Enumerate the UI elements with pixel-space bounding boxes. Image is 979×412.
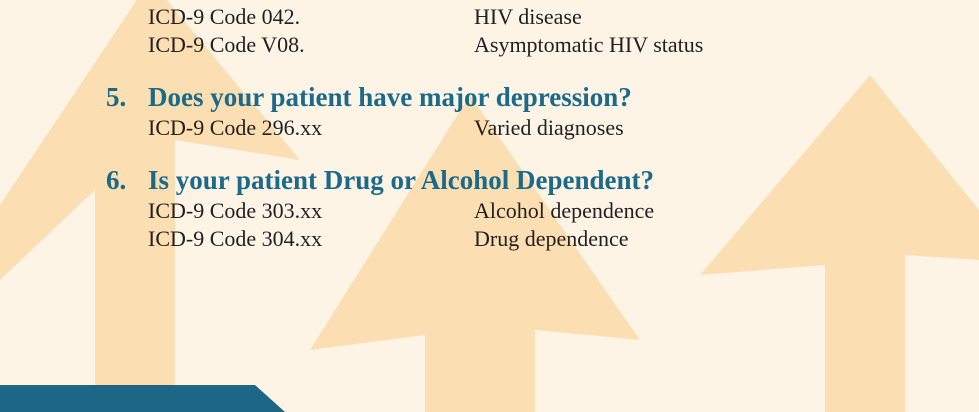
question: Is your patient Drug or Alcohol Dependen…	[148, 165, 654, 196]
tree-shape	[700, 75, 979, 412]
footer-bar	[0, 385, 285, 412]
icd-code: ICD-9 Code V08.	[148, 32, 305, 58]
item-number: 6.	[106, 165, 126, 196]
icd-code: ICD-9 Code 303.xx	[148, 198, 322, 224]
icd-code: ICD-9 Code 296.xx	[148, 115, 322, 141]
tree-shape	[310, 95, 640, 412]
icd-code: ICD-9 Code 042.	[148, 4, 300, 30]
item-number: 5.	[106, 82, 126, 113]
code-description: Alcohol dependence	[474, 198, 654, 224]
code-description: HIV disease	[474, 4, 582, 30]
question: Does your patient have major depression?	[148, 82, 632, 113]
page: ICD-9 Code 042. HIV disease ICD-9 Code V08…	[0, 0, 979, 412]
code-description: Asymptomatic HIV status	[474, 32, 703, 58]
icd-code: ICD-9 Code 304.xx	[148, 226, 322, 252]
code-description: Drug dependence	[474, 226, 629, 252]
code-description: Varied diagnoses	[474, 115, 624, 141]
